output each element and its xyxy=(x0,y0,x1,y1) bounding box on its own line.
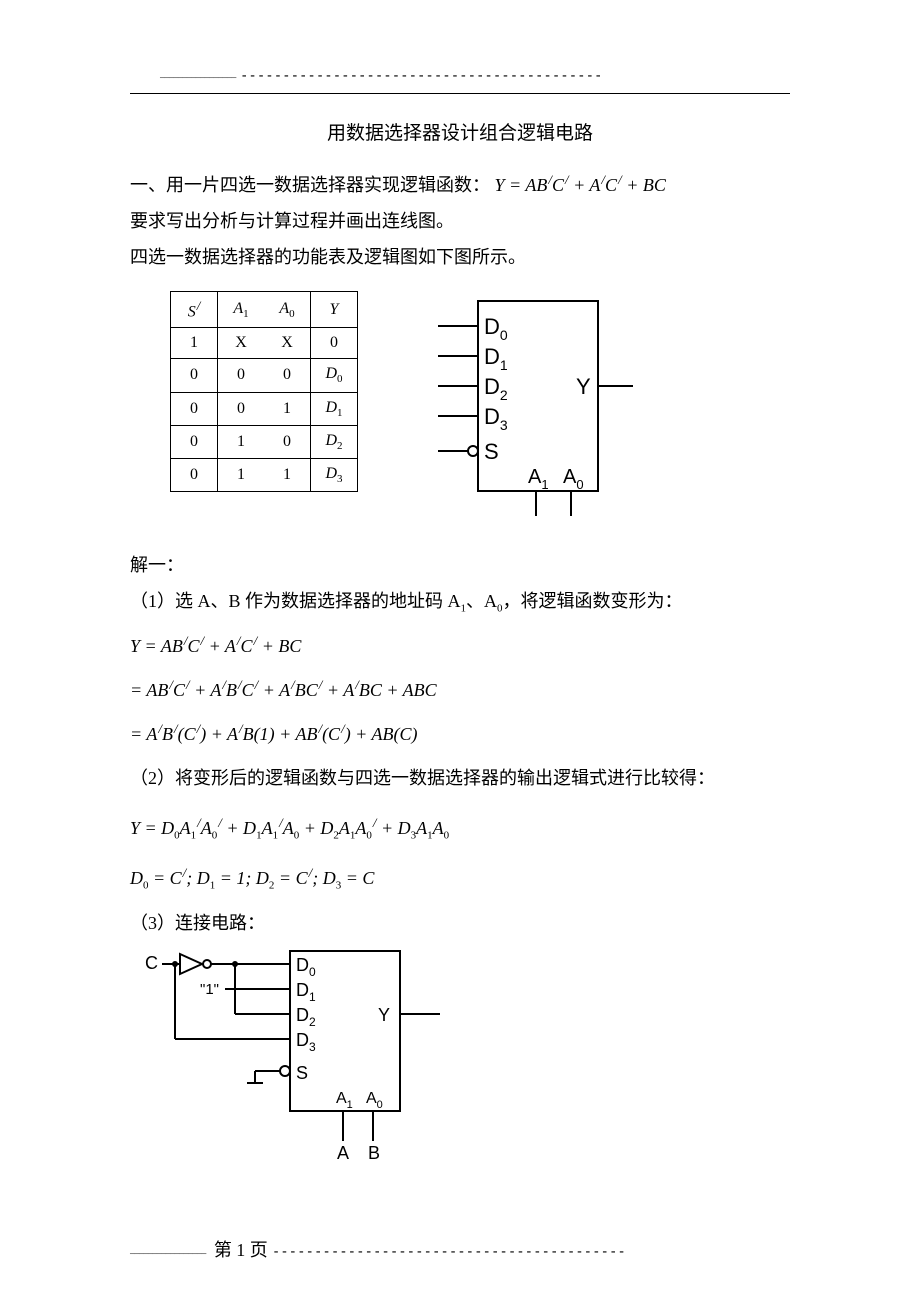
label-d3: D3 xyxy=(484,404,508,433)
circ-c-label: C xyxy=(145,953,158,973)
cell-d1: D1 xyxy=(311,392,358,425)
header-tiny-text: ───────────────── xyxy=(160,74,236,82)
label-d1: D1 xyxy=(484,344,508,373)
figure-row: S/ A1 A0 Y 1 X X 0 0 0 0 D0 0 0 1 D1 xyxy=(170,291,790,531)
label-s: S xyxy=(484,439,499,464)
th-a0: A0 xyxy=(264,292,311,328)
page-footer: ───────────────── 第 1 页 ----------------… xyxy=(130,1236,790,1262)
main-formula: Y = AB/C/ + A/C/ + BC xyxy=(495,175,666,195)
circuit-diagram: D0 D1 D2 D3 S A1 A0 Y C "1" xyxy=(140,941,460,1171)
section-1-line-1: 一、用一片四选一数据选择器实现逻辑函数： Y = AB/C/ + A/C/ + … xyxy=(130,167,790,203)
th-y: Y xyxy=(311,292,358,328)
assignments: D0 = C/; D1 = 1; D2 = C/; D3 = C xyxy=(130,860,790,897)
step-2-text: （2）将变形后的逻辑函数与四选一数据选择器的输出逻辑式进行比较得： xyxy=(130,760,790,796)
table-row: 1 X X 0 xyxy=(171,328,358,359)
expand-line-2: = AB/C/ + A/B/C/ + A/BC/ + A/BC + ABC xyxy=(130,672,790,708)
truth-table: S/ A1 A0 Y 1 X X 0 0 0 0 D0 0 0 1 D1 xyxy=(170,291,358,492)
label-y: Y xyxy=(576,374,591,399)
th-a1: A1 xyxy=(218,292,265,328)
section-1-line-2: 要求写出分析与计算过程并画出连线图。 xyxy=(130,203,790,239)
circ-s: S xyxy=(296,1063,308,1083)
circ-d0: D0 xyxy=(296,955,316,979)
label-d2: D2 xyxy=(484,374,508,403)
table-row: 0 1 0 D2 xyxy=(171,425,358,458)
label-d0: D0 xyxy=(484,314,508,343)
circ-sel-b: B xyxy=(368,1143,380,1163)
cell-d2: D2 xyxy=(311,425,358,458)
mux-block-diagram: D0 D1 D2 D3 S A1 A0 Y xyxy=(428,291,638,531)
step-1-text: （1）选 A、B 作为数据选择器的地址码 A1、A0，将逻辑函数变形为： xyxy=(130,583,790,620)
section-1-line-3: 四选一数据选择器的功能表及逻辑图如下图所示。 xyxy=(130,239,790,275)
cell-d0: D0 xyxy=(311,359,358,392)
page: ───────────────── 用数据选择器设计组合逻辑电路 一、用一片四选… xyxy=(0,0,920,1302)
mux-formula: Y = D0A1/A0/ + D1A1/A0 + D2A1A0/ + D3A1A… xyxy=(130,810,790,847)
circ-const-1: "1" xyxy=(200,981,219,998)
label-a0: A0 xyxy=(563,466,584,492)
document-title: 用数据选择器设计组合逻辑电路 xyxy=(130,118,790,145)
table-row: 0 0 1 D1 xyxy=(171,392,358,425)
circ-y: Y xyxy=(378,1005,390,1025)
header-rule: ───────────────── xyxy=(130,70,790,88)
circ-sel-a: A xyxy=(337,1143,349,1163)
footer-page-number: 第 1 页 xyxy=(214,1236,268,1262)
circ-d1: D1 xyxy=(296,980,316,1004)
solution-heading: 解一： xyxy=(130,547,790,583)
step-3-text: （3）连接电路： xyxy=(130,905,790,941)
circ-d3: D3 xyxy=(296,1030,316,1054)
table-header-row: S/ A1 A0 Y xyxy=(171,292,358,328)
table-row: 0 1 1 D3 xyxy=(171,458,358,491)
circ-a1: A1 xyxy=(336,1090,353,1111)
label-a1: A1 xyxy=(528,466,549,492)
circ-d2: D2 xyxy=(296,1005,316,1029)
footer-tiny-text: ───────────────── xyxy=(130,1250,206,1258)
expand-line-3: = A/B/(C/) + A/B(1) + AB/(C/) + AB(C) xyxy=(130,716,790,752)
table-row: 0 0 0 D0 xyxy=(171,359,358,392)
footer-dashes: ----------------------------------------… xyxy=(272,1244,626,1260)
expand-line-1: Y = AB/C/ + A/C/ + BC xyxy=(130,628,790,664)
section-1-prefix: 一、用一片四选一数据选择器实现逻辑函数： xyxy=(130,175,490,195)
th-s: S/ xyxy=(171,292,218,328)
cell-d3: D3 xyxy=(311,458,358,491)
circ-a0: A0 xyxy=(366,1090,383,1111)
